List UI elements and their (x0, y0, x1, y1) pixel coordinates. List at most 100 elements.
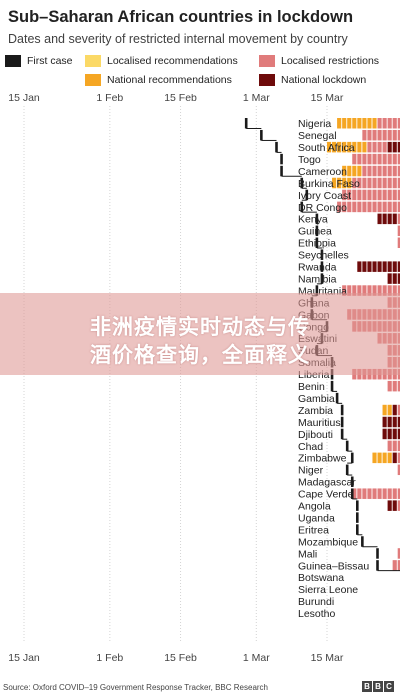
x-tick-label: 1 Mar (243, 94, 270, 104)
country-label: Ethiopia (298, 238, 336, 250)
country-label: Burundi (298, 596, 334, 608)
country-label: Gambia (298, 393, 335, 405)
restriction-bar (372, 488, 377, 499)
restriction-bar (377, 261, 382, 272)
restriction-bar (367, 141, 372, 153)
restriction-bar (392, 380, 397, 392)
restriction-bar (372, 118, 377, 129)
restriction-bar (367, 177, 372, 189)
restriction-bar (342, 118, 347, 129)
bbc-logo: B B C (362, 681, 394, 692)
chart-subtitle: Dates and severity of restricted interna… (8, 32, 348, 46)
restriction-bar (367, 261, 372, 272)
restriction-bar (387, 177, 392, 189)
x-tick-label: 15 Mar (311, 94, 344, 104)
restriction-bar (372, 153, 377, 165)
country-label: Uganda (298, 512, 335, 524)
x-tick-label: 15 Mar (311, 652, 344, 664)
country-label: Zimbabwe (298, 453, 347, 465)
restriction-bar (372, 141, 377, 153)
restriction-bar (352, 201, 357, 213)
restriction-bar (382, 261, 387, 272)
restriction-bar (372, 177, 377, 189)
restriction-bar (382, 416, 387, 428)
legend-swatch-localised-restrictions (259, 55, 275, 67)
restriction-bar (362, 165, 367, 177)
restriction-bar (387, 416, 392, 428)
restriction-bar (382, 177, 387, 189)
restriction-bar (372, 452, 377, 464)
restriction-bar (392, 416, 397, 428)
restriction-bar (382, 165, 387, 177)
country-label: Mali (298, 548, 317, 560)
restriction-bar (387, 285, 392, 296)
restriction-bar (397, 500, 400, 511)
country-label: Nigeria (298, 118, 331, 130)
restriction-bar (397, 213, 400, 225)
lockdown-timeline-chart: 15 Jan 15 Jan 1 Feb 1 Feb 15 Feb 15 Feb 1 Mar 1… (8, 94, 400, 664)
restriction-bar (397, 177, 400, 189)
restriction-bar (382, 285, 387, 296)
restriction-bar (342, 201, 347, 213)
restriction-bar (362, 261, 367, 272)
country-label: Madagascar (298, 477, 356, 489)
restriction-bar (392, 440, 397, 452)
country-label: DR Congo (298, 202, 347, 214)
restriction-bar (327, 141, 332, 153)
restriction-bar (387, 428, 392, 440)
restriction-bar (357, 153, 362, 165)
restriction-bar (377, 165, 382, 177)
restriction-bar (362, 118, 367, 129)
restriction-bar (357, 189, 362, 201)
restriction-bar (367, 285, 372, 296)
x-tick-label: 1 Mar (243, 652, 270, 664)
restriction-bar (362, 189, 367, 201)
source-note: Source: Oxford COVID–19 Government Respo… (3, 683, 269, 692)
legend-label-first-case: First case (27, 55, 73, 67)
restriction-bar (387, 452, 392, 464)
restriction-bar (337, 177, 342, 189)
restriction-bar (362, 177, 367, 189)
country-label: Botswana (298, 572, 344, 584)
legend-item-localised-recommendations: Localised recommendations (85, 55, 238, 67)
restriction-bar (362, 201, 367, 213)
country-label: Mauritius (298, 417, 341, 429)
restriction-bar (357, 165, 362, 177)
legend-label-localised-recommendations: Localised recommendations (107, 55, 238, 67)
legend-swatch-national-lockdown (259, 74, 275, 86)
country-label: Cape Verde (298, 489, 354, 501)
restriction-bar (397, 237, 400, 248)
restriction-bar (397, 285, 400, 296)
restriction-bar (392, 285, 397, 296)
chart-legend: First case Localised recommendations Loc… (5, 54, 395, 94)
restriction-bar (367, 189, 372, 201)
restriction-bar (337, 118, 342, 129)
country-label: Zambia (298, 405, 333, 417)
x-tick-label: 1 Feb (96, 652, 123, 664)
country-label: Togo (298, 154, 321, 166)
restriction-bar (397, 273, 400, 284)
restriction-bar (392, 560, 397, 571)
country-label: Mozambique (298, 536, 358, 548)
legend-label-national-lockdown: National lockdown (281, 74, 367, 86)
restriction-bar (352, 488, 357, 499)
bbc-logo-letter: B (373, 681, 383, 692)
restriction-bar (377, 141, 382, 153)
country-label: Burkina Faso (298, 178, 360, 190)
restriction-bar (392, 189, 397, 201)
restriction-bar (392, 261, 397, 272)
country-label: Niger (298, 465, 324, 477)
country-label: Senegal (298, 130, 337, 142)
country-label: Angola (298, 501, 331, 513)
restriction-bar (397, 440, 400, 452)
restriction-bar (357, 201, 362, 213)
restriction-bar (387, 500, 392, 511)
restriction-bar (397, 118, 400, 129)
restriction-bar (347, 177, 352, 189)
country-label: Benin (298, 381, 325, 393)
restriction-bar (347, 118, 352, 129)
restriction-bar (357, 285, 362, 296)
chart-title: Sub–Saharan African countries in lockdow… (8, 8, 354, 26)
restriction-bar (387, 404, 392, 416)
restriction-bar (357, 141, 362, 153)
